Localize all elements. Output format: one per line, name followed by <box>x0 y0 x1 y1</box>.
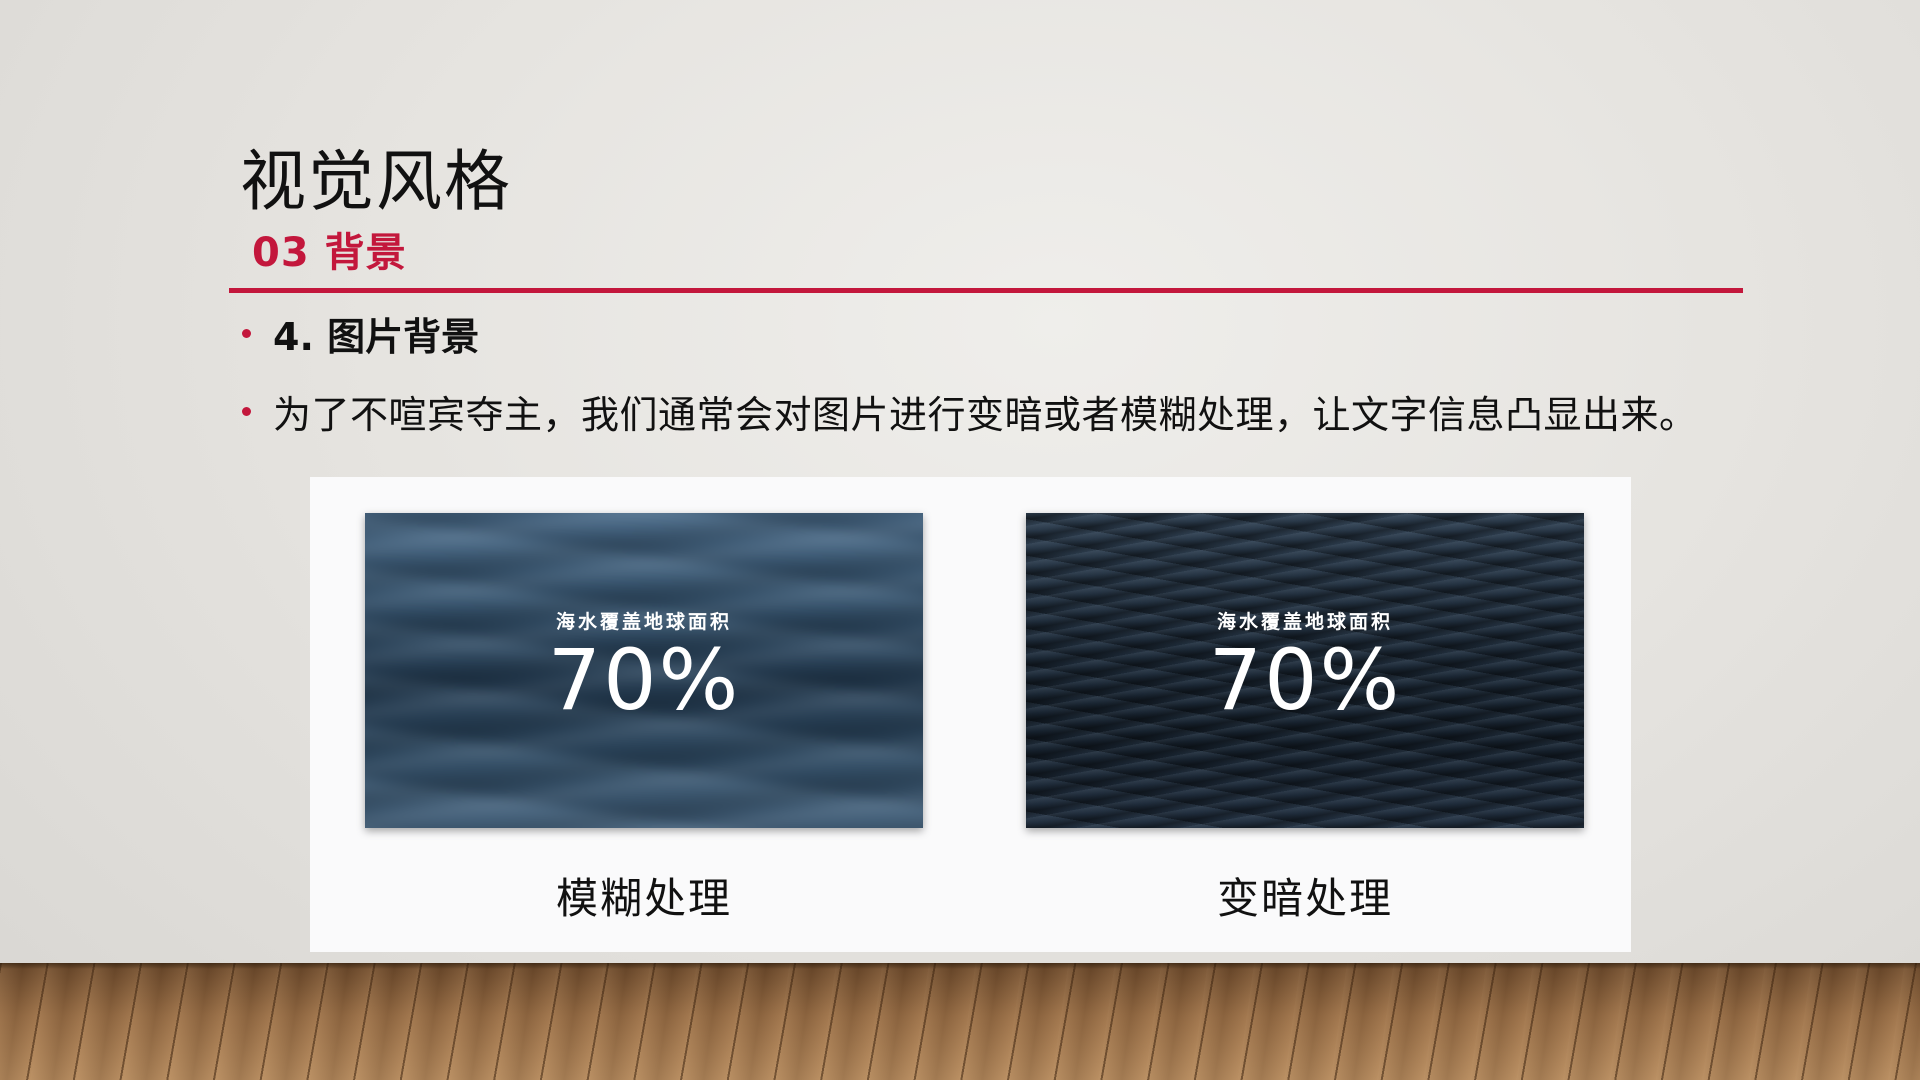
bullet-dot <box>242 407 251 416</box>
bullet-dot <box>242 329 251 338</box>
example-panel: 海水覆盖地球面积 70% 海水覆盖地球面积 70% 模糊处理 变暗处理 <box>310 477 1631 952</box>
bullet-item: 为了不喧宾夺主，我们通常会对图片进行变暗或者模糊处理，让文字信息凸显出来。 <box>242 384 1698 439</box>
darken-label: 变暗处理 <box>1216 874 1393 923</box>
bullet-text: 4. 图片背景 <box>273 315 480 359</box>
wooden-floor <box>0 963 1920 1080</box>
image-value: 70% <box>1208 631 1402 729</box>
slide-title: 视觉风格 <box>240 143 512 220</box>
image-caption: 海水覆盖地球面积 <box>1216 611 1393 633</box>
darkened-ocean-image: 海水覆盖地球面积 70% <box>1026 513 1584 828</box>
blur-label: 模糊处理 <box>555 874 732 923</box>
wave-texture <box>365 513 923 828</box>
wave-texture <box>1026 513 1584 828</box>
bullet-item: 4. 图片背景 <box>242 306 479 361</box>
floor-edge-shadow <box>0 963 1920 969</box>
blurred-ocean-image: 海水覆盖地球面积 70% <box>365 513 923 828</box>
image-caption: 海水覆盖地球面积 <box>555 611 732 633</box>
slide-subtitle: 03 背景 <box>252 230 407 276</box>
accent-rule <box>229 288 1743 293</box>
image-value: 70% <box>547 631 741 729</box>
bullet-text: 为了不喧宾夺主，我们通常会对图片进行变暗或者模糊处理，让文字信息凸显出来。 <box>273 393 1698 437</box>
